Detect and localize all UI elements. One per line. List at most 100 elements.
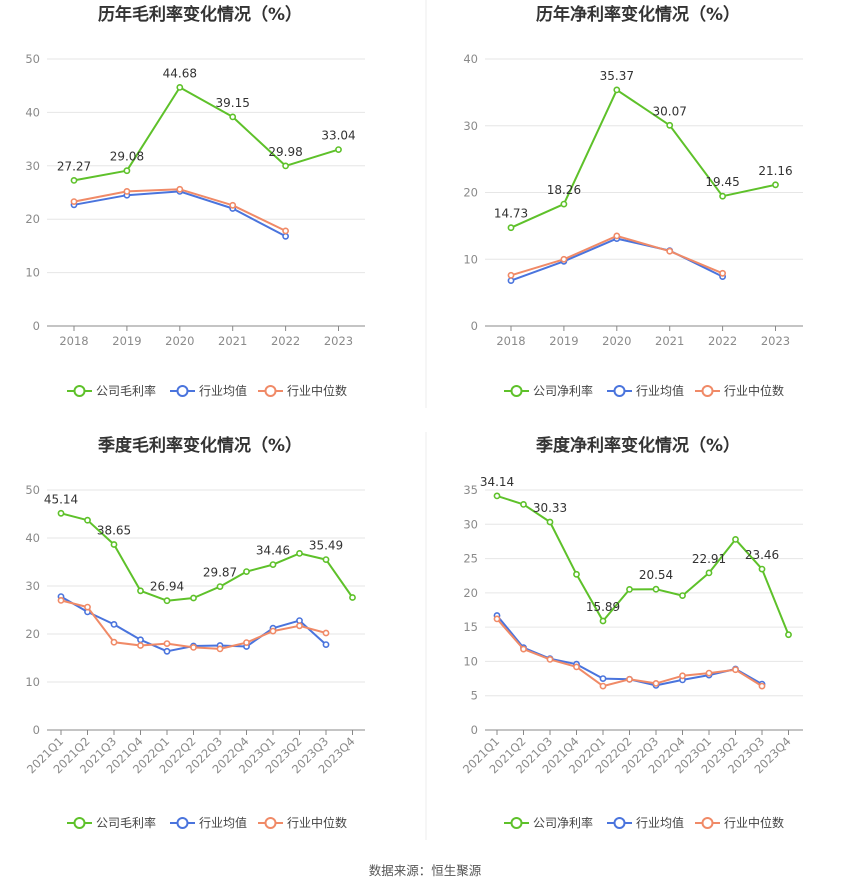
x-tick-label: 2023 bbox=[761, 334, 790, 348]
legend-marker-avg bbox=[613, 385, 626, 397]
y-tick-label: 40 bbox=[25, 105, 40, 119]
chart-legend: 公司净利率 行业均值 行业中位数 bbox=[504, 383, 784, 398]
legend-marker-avg bbox=[176, 385, 189, 397]
data-point-company bbox=[719, 192, 726, 200]
data-label: 34.14 bbox=[480, 475, 514, 489]
data-label: 35.37 bbox=[600, 69, 634, 83]
data-point-median bbox=[613, 232, 621, 240]
data-point-company bbox=[758, 565, 766, 573]
series-line-company bbox=[510, 88, 776, 229]
data-point-median bbox=[666, 247, 674, 255]
data-point-median bbox=[652, 680, 660, 687]
legend-label-company: 公司净利率 bbox=[533, 815, 593, 830]
data-point-median bbox=[216, 645, 224, 653]
y-tick-label: 50 bbox=[25, 52, 40, 66]
data-label: 27.27 bbox=[57, 159, 91, 173]
legend-label-median: 行业中位数 bbox=[724, 383, 784, 398]
y-tick-label: 30 bbox=[463, 119, 478, 133]
data-point-avg bbox=[110, 621, 118, 628]
legend-marker-median bbox=[701, 817, 714, 829]
data-point-median bbox=[84, 603, 91, 611]
data-label: 15.89 bbox=[586, 600, 620, 614]
x-tick-label: 2018 bbox=[496, 334, 525, 348]
y-tick-label: 40 bbox=[25, 531, 40, 545]
x-tick-label: 2018 bbox=[59, 334, 88, 348]
data-point-avg bbox=[163, 647, 171, 655]
data-label: 44.68 bbox=[163, 66, 197, 80]
data-point-median bbox=[163, 640, 171, 647]
legend-marker-company bbox=[510, 817, 523, 829]
chart-panel-4: 季度净利率变化情况（%）051015202530352021Q12021Q220… bbox=[460, 435, 803, 830]
data-label: 34.46 bbox=[256, 544, 290, 558]
data-point-avg bbox=[322, 641, 330, 648]
data-point-company bbox=[57, 509, 65, 517]
data-point-median bbox=[758, 682, 766, 690]
y-tick-label: 10 bbox=[25, 675, 40, 689]
legend-marker-avg bbox=[613, 817, 626, 829]
x-tick-label: 2022 bbox=[708, 334, 737, 348]
data-source-label: 数据来源：恒生聚源 bbox=[369, 863, 482, 878]
x-tick-label: 2020 bbox=[165, 334, 194, 348]
legend-label-median: 行业中位数 bbox=[287, 383, 347, 398]
data-label: 30.07 bbox=[653, 104, 687, 118]
data-point-median bbox=[229, 201, 237, 209]
data-point-median bbox=[560, 255, 568, 263]
data-point-company bbox=[705, 569, 713, 577]
chart-legend: 公司毛利率 行业均值 行业中位数 bbox=[67, 815, 347, 830]
data-point-company bbox=[282, 162, 289, 170]
data-point-median bbox=[546, 656, 554, 663]
data-label: 14.73 bbox=[494, 207, 528, 221]
x-tick-label: 2023 bbox=[324, 334, 353, 348]
data-point-company bbox=[123, 167, 131, 175]
y-tick-label: 50 bbox=[25, 483, 40, 497]
data-point-median bbox=[493, 615, 501, 623]
data-point-company bbox=[666, 121, 674, 129]
y-tick-label: 0 bbox=[33, 319, 40, 333]
data-point-company bbox=[216, 583, 224, 590]
legend-label-company: 公司毛利率 bbox=[96, 383, 156, 398]
data-point-median bbox=[269, 627, 277, 635]
y-tick-label: 20 bbox=[25, 212, 40, 226]
y-tick-label: 25 bbox=[463, 552, 478, 566]
data-point-median bbox=[732, 666, 739, 674]
data-label: 29.08 bbox=[110, 150, 144, 164]
y-tick-label: 15 bbox=[463, 620, 478, 634]
data-label: 26.94 bbox=[150, 580, 184, 594]
chart-legend: 公司毛利率 行业均值 行业中位数 bbox=[67, 383, 347, 398]
data-point-company bbox=[560, 200, 568, 208]
legend-marker-median bbox=[264, 817, 277, 829]
data-point-median bbox=[70, 198, 78, 205]
y-tick-label: 0 bbox=[471, 723, 478, 737]
data-label: 45.14 bbox=[44, 492, 78, 506]
y-tick-label: 30 bbox=[25, 159, 40, 173]
data-label: 39.15 bbox=[216, 96, 250, 110]
data-point-company bbox=[785, 631, 792, 639]
data-point-median bbox=[57, 597, 65, 604]
data-point-company bbox=[626, 586, 633, 593]
chart-legend: 公司净利率 行业均值 行业中位数 bbox=[504, 815, 784, 830]
legend-marker-avg bbox=[176, 817, 189, 829]
data-point-company bbox=[613, 86, 621, 94]
data-point-median bbox=[243, 639, 250, 646]
legend-marker-median bbox=[264, 385, 277, 397]
series-line-avg bbox=[496, 614, 763, 687]
data-point-company bbox=[176, 84, 184, 91]
data-point-avg bbox=[137, 636, 144, 644]
legend-marker-company bbox=[73, 385, 86, 397]
y-tick-label: 5 bbox=[471, 689, 478, 703]
y-tick-label: 10 bbox=[463, 654, 478, 668]
data-point-median bbox=[190, 644, 197, 651]
y-tick-label: 20 bbox=[463, 586, 478, 600]
x-tick-label: 2022 bbox=[271, 334, 300, 348]
y-tick-label: 20 bbox=[463, 186, 478, 200]
data-point-company bbox=[243, 568, 250, 575]
data-label: 29.87 bbox=[203, 566, 237, 580]
data-label: 21.16 bbox=[758, 164, 792, 178]
x-tick-label: 2021 bbox=[218, 334, 247, 348]
data-label: 33.04 bbox=[321, 129, 355, 143]
y-tick-label: 40 bbox=[463, 52, 478, 66]
legend-label-median: 行业中位数 bbox=[287, 815, 347, 830]
legend-marker-median bbox=[701, 385, 714, 397]
